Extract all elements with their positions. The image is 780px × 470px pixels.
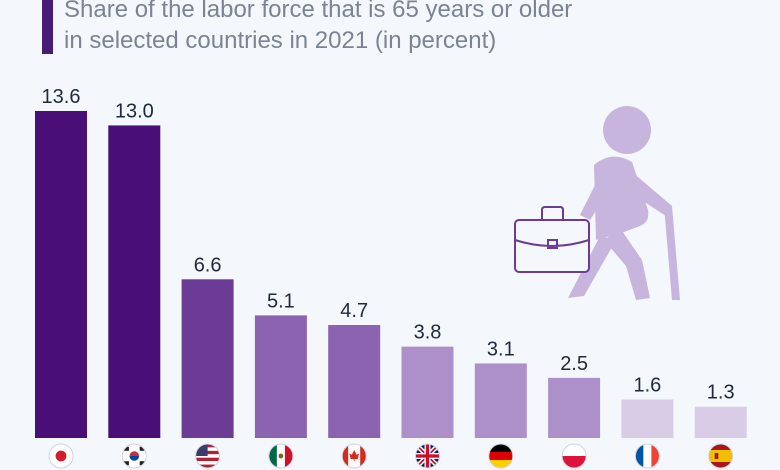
france-flag-icon	[634, 443, 660, 469]
bar-france	[621, 399, 674, 438]
mexico-flag-icon	[268, 443, 294, 469]
bar-united-states	[181, 279, 234, 438]
bar-mexico	[254, 315, 307, 438]
usa-flag-icon	[195, 443, 221, 469]
value-label-france: 1.6	[633, 375, 661, 397]
south-korea-flag-icon	[121, 443, 147, 469]
canada-flag-icon	[341, 443, 367, 469]
title-accent-bar	[42, 0, 53, 54]
japan-flag-icon	[48, 443, 74, 469]
value-label-poland: 2.5	[560, 353, 588, 375]
value-labels: 13.6 13.0 6.6 5.1 4.7 3.8 3.1 2.5 1.6 1.3	[42, 86, 735, 404]
bar-south-korea	[108, 125, 161, 439]
bar-united-kingdom	[401, 346, 454, 438]
uk-flag-icon	[415, 443, 440, 469]
spain-flag-icon	[708, 443, 734, 469]
value-label-canada: 4.7	[340, 300, 368, 322]
chart-title: Share of the labor force that is 65 year…	[64, 0, 764, 56]
poland-flag-icon	[561, 443, 587, 469]
chart-title-line-1: Share of the labor force that is 65 year…	[64, 0, 573, 23]
bar-series	[35, 111, 747, 439]
value-label-germany: 3.1	[487, 338, 515, 360]
bar-japan	[35, 111, 87, 438]
bar-canada	[328, 324, 381, 438]
bar-spain	[694, 406, 747, 438]
value-label-south-korea: 13.0	[115, 100, 154, 122]
bar-germany	[474, 363, 527, 438]
value-label-mexico: 5.1	[267, 290, 295, 312]
value-label-united-states: 6.6	[194, 254, 222, 276]
bar-poland	[548, 377, 601, 438]
value-label-spain: 1.3	[707, 382, 735, 404]
value-label-japan: 13.6	[42, 86, 81, 108]
country-flags	[48, 443, 734, 469]
elderly-worker-with-briefcase-icon	[514, 106, 680, 300]
germany-flag-icon	[488, 443, 514, 469]
value-label-united-kingdom: 3.8	[414, 322, 442, 344]
chart-title-line-2: in selected countries in 2021 (in percen…	[64, 27, 497, 54]
